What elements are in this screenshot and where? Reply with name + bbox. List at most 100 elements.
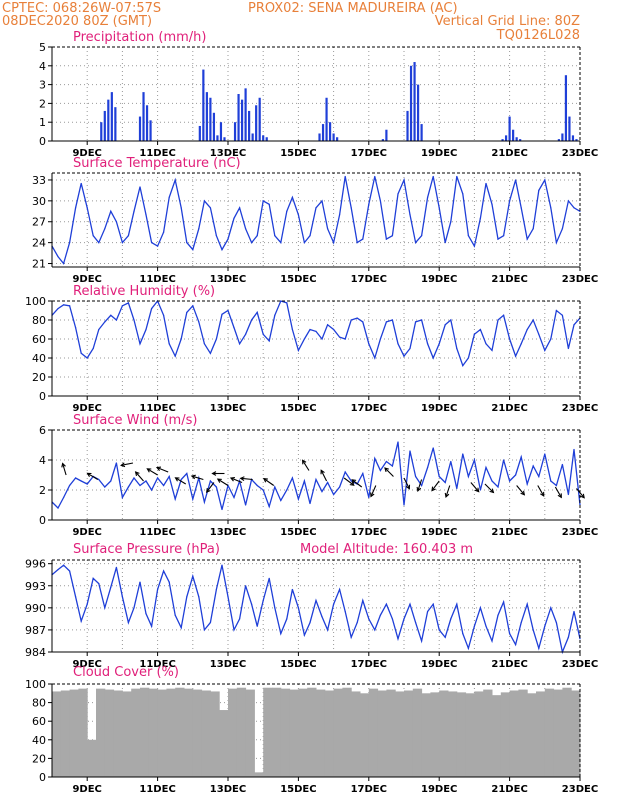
wind-vector-arrow [190,474,204,481]
precipitation-x-tick-label: 9DEC [72,148,101,159]
pressure-point [174,614,176,616]
wind-vector-arrow [239,476,253,482]
wind-point [509,480,511,482]
cloud-cover-x-tick-label: 15DEC [280,784,316,795]
pressure-point [438,629,440,631]
temperature-x-tick-label: 11DEC [139,274,175,285]
wind-vector-shaft [516,485,525,496]
temperature-point [63,262,65,265]
wind-point [344,471,346,473]
temperature-point [403,179,405,181]
wind-point [268,505,270,508]
pressure-point [245,585,247,587]
temperature-point [344,175,346,178]
humidity-point [74,327,77,329]
pressure-point [127,621,129,624]
pressure-point [133,607,135,609]
temperature-point [567,200,569,202]
humidity-point [180,338,182,340]
humidity-point [379,338,382,340]
temperature-point [274,235,276,237]
temperature-point [157,245,159,247]
wind-point [321,490,323,493]
wind-vector-head [384,467,389,473]
cloud-cover-bar [580,688,581,777]
precipitation-bar [321,124,325,141]
wind-vector-shaft [370,485,377,497]
temperature-point [133,210,135,212]
wind-point [86,483,88,485]
humidity-point [444,324,446,326]
pressure-point [333,603,335,605]
wind-point [561,463,564,466]
pressure-point [456,603,458,605]
precipitation-bar [209,97,212,141]
wind-vector-arrow [343,477,355,486]
precipitation-bar [100,122,103,141]
wind-point [426,466,429,469]
cloud-cover-bar [184,688,194,777]
temperature-point [415,242,417,244]
humidity-y-tick-label: 20 [32,371,46,384]
pressure-point [180,627,182,629]
humidity-point [532,319,534,321]
wind-vector-arrow [516,485,526,496]
wind-vector-shaft [230,477,243,484]
pressure-point [303,634,305,636]
pressure-point [86,603,88,605]
cloud-cover-bar [52,691,62,777]
wind-point [151,489,153,491]
temperature-point [350,207,352,209]
humidity-point [315,330,317,332]
wind-point [438,475,440,478]
temperature-x-tick-label: 21DEC [491,274,527,285]
humidity-point [497,319,499,321]
wind-point [421,484,423,487]
cloud-cover-bar [175,687,185,777]
temperature-point [467,235,470,237]
pressure-point [338,588,341,591]
temperature-point [327,228,329,230]
temperature-point [139,186,141,188]
humidity-point [368,343,370,345]
pressure-point [297,607,299,609]
cloud-cover-bar [500,692,511,777]
wind-vector-shaft [484,483,494,493]
cloud-cover-bar [96,688,106,777]
wind-point [462,453,464,455]
temperature-point [303,242,305,244]
cloud-cover-bar [289,689,299,777]
humidity-point [350,319,352,321]
pressure-point [555,621,558,624]
precipitation-bar [571,135,575,141]
wind-vector-shaft [554,486,562,498]
wind-vector-shaft [206,482,215,493]
humidity-point [286,302,288,304]
cloud-cover-bar [360,693,370,777]
pressure-series-line [51,564,581,655]
cloud-cover-bar [140,687,150,777]
temperature-point [203,200,206,202]
humidity-x-tick-label: 21DEC [491,403,527,414]
pressure-point [450,618,452,620]
precipitation-bar [223,137,226,141]
humidity-point [133,319,135,321]
pressure-point [374,629,376,631]
humidity-point [567,347,569,350]
precipitation-bar [212,112,216,141]
precipitation-bar [258,97,261,141]
humidity-point [209,352,211,354]
humidity-point [168,343,170,345]
temperature-point [162,231,165,233]
pressure-point [491,640,493,642]
wind-vector-arrow [416,479,423,492]
precipitation-bar [262,135,265,141]
pressure-point [538,647,540,649]
humidity-point [491,349,493,351]
precipitation-bar [240,99,244,141]
wind-vector-shaft [470,482,480,492]
temperature-point [409,214,411,216]
precipitation-bar [233,122,237,141]
precipitation-bar [568,116,571,141]
pressure-point [74,596,77,598]
